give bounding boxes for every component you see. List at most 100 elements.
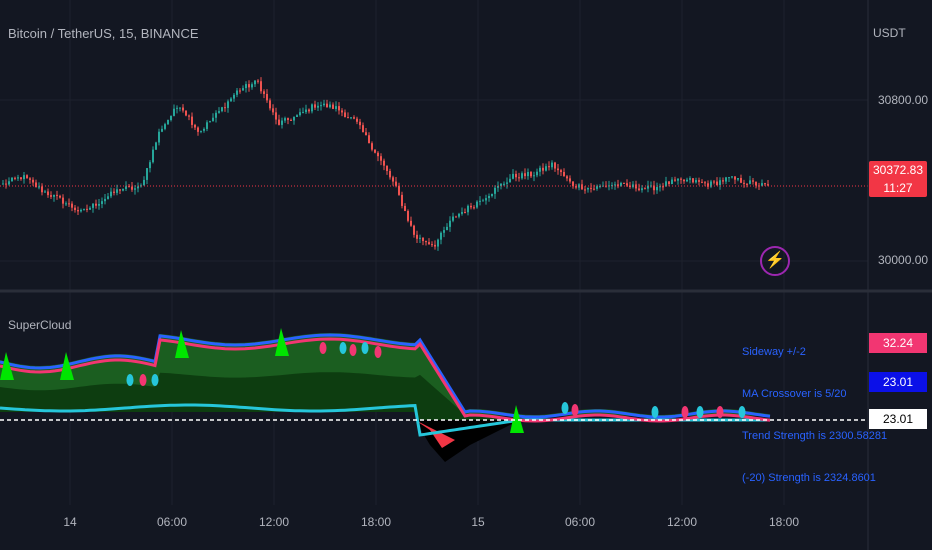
- candle-body: [665, 181, 667, 187]
- candle-body: [515, 173, 517, 178]
- candle-body: [305, 109, 307, 113]
- cloud-spike: [0, 352, 14, 380]
- time-label-0600-b: 06:00: [564, 515, 596, 529]
- candle-body: [707, 183, 709, 187]
- lightning-icon[interactable]: ⚡: [760, 246, 790, 276]
- candle-body: [683, 179, 685, 182]
- crossover-dot: [339, 342, 347, 354]
- candle-body: [398, 185, 400, 195]
- candle-body: [11, 177, 13, 182]
- candle-body: [668, 181, 670, 185]
- candle-body: [269, 100, 271, 109]
- candle-body: [329, 104, 331, 108]
- candle-body: [332, 104, 334, 109]
- candle-body: [146, 168, 148, 180]
- indicator-tag-32-24: 32.24: [869, 333, 927, 353]
- candle-body: [350, 117, 352, 119]
- candle-body: [725, 177, 727, 182]
- indicator-title[interactable]: SuperCloud: [8, 318, 72, 332]
- last-price-tag: 30372.83 11:27: [869, 161, 927, 197]
- crossover-dot: [738, 406, 746, 418]
- candle-body: [242, 88, 244, 91]
- crossover-dot: [361, 342, 369, 354]
- candle-body: [542, 167, 544, 171]
- candle-body: [260, 81, 262, 92]
- candle-body: [179, 107, 181, 109]
- candle-body: [743, 182, 745, 184]
- candle-body: [290, 119, 292, 121]
- candle-body: [71, 203, 73, 208]
- candle-body: [596, 186, 598, 189]
- crossover-dot: [139, 374, 147, 386]
- candle-body: [320, 105, 322, 107]
- blue-line: [0, 333, 771, 419]
- candle-body: [404, 205, 406, 211]
- candle-body: [731, 176, 733, 178]
- candle-body: [395, 181, 397, 186]
- candle-body: [509, 178, 511, 183]
- candle-body: [32, 179, 34, 183]
- candle-body: [254, 80, 256, 85]
- candle-body: [155, 142, 157, 150]
- last-price-value: 30372.83: [872, 163, 924, 177]
- candle-body: [281, 120, 283, 125]
- candle-body: [572, 181, 574, 187]
- candle-body: [188, 115, 190, 117]
- candle-body: [308, 109, 310, 112]
- crossover-dot: [126, 374, 134, 386]
- candle-body: [494, 187, 496, 194]
- candle-body: [92, 203, 94, 208]
- candle-body: [389, 171, 391, 178]
- candle-body: [422, 237, 424, 242]
- candle-body: [506, 182, 508, 184]
- candle-body: [167, 120, 169, 125]
- candle-body: [128, 186, 130, 188]
- candle-body: [749, 180, 751, 184]
- candle-body: [671, 179, 673, 185]
- candle-body: [362, 125, 364, 133]
- candle-body: [161, 128, 163, 132]
- candle-body: [98, 203, 100, 206]
- candle-body: [323, 103, 325, 106]
- candle-body: [626, 183, 628, 186]
- crossover-dot: [349, 344, 357, 356]
- candle-body: [428, 242, 430, 245]
- candle-body: [149, 162, 151, 169]
- candle-body: [569, 178, 571, 182]
- cloud-spike: [60, 352, 74, 380]
- candle-body: [62, 197, 64, 204]
- candle-body: [482, 200, 484, 202]
- currency-label[interactable]: USDT: [873, 26, 906, 40]
- time-label-1200-b: 12:00: [666, 515, 698, 529]
- candle-body: [110, 191, 112, 197]
- candle-body: [392, 177, 394, 182]
- candle-body: [143, 179, 145, 186]
- candle-body: [23, 175, 25, 180]
- candle-body: [35, 182, 37, 188]
- candle-body: [74, 207, 76, 211]
- symbol-legend[interactable]: Bitcoin / TetherUS, 15, BINANCE: [8, 26, 199, 41]
- crossover-dot: [716, 406, 724, 418]
- crossover-dot: [571, 404, 579, 416]
- candle-body: [734, 176, 736, 180]
- candle-body: [14, 177, 16, 179]
- candle-body: [503, 183, 505, 185]
- candle-body: [719, 180, 721, 185]
- candle-body: [359, 121, 361, 126]
- candle-body: [437, 239, 439, 247]
- candle-body: [434, 244, 436, 247]
- candle-body: [338, 106, 340, 111]
- time-label-15: 15: [471, 515, 485, 529]
- candle-body: [200, 130, 202, 132]
- candle-body: [107, 196, 109, 199]
- candle-body: [539, 167, 541, 172]
- candle-body: [512, 173, 514, 179]
- candle-body: [230, 98, 232, 102]
- time-label-14: 14: [63, 515, 77, 529]
- candle-body: [701, 181, 703, 183]
- candle-body: [449, 220, 451, 227]
- candle-body: [443, 230, 445, 233]
- candle-body: [251, 84, 253, 88]
